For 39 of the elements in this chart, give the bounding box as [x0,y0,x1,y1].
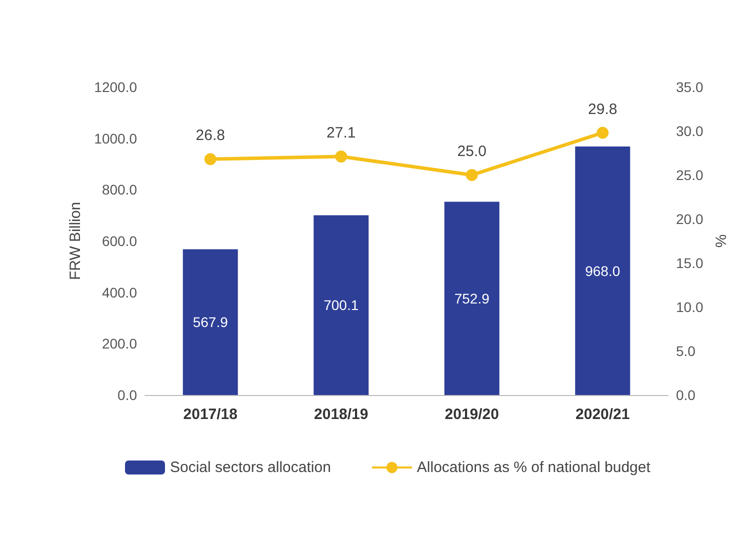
y-tick-label: 1000.0 [94,130,138,146]
data-label: 29.8 [588,100,618,118]
bar [182,249,238,395]
data-label: 700.1 [324,297,359,314]
point [204,153,216,166]
bar [575,146,630,395]
point [596,126,609,139]
bar [444,202,500,395]
y-tick-label: 600.0 [102,233,138,249]
y2-tick-label: 5.0 [676,343,696,359]
y2-tick-label: 10.0 [676,299,704,315]
bar [314,215,369,395]
y2-tick-label: 0.0 [676,387,696,403]
legend-label: Allocations as % of national budget [416,459,652,476]
x-tick-label: 2018/19 [314,406,368,423]
point [466,169,478,181]
y-tick-label: 200.0 [102,336,138,352]
y-tick-label: 1200.0 [94,79,138,95]
y2-tick-label: 30.0 [676,123,704,139]
y-tick-label: 800.0 [102,182,138,198]
y-tick-label: 400.0 [102,284,138,300]
y2-axis-title: % [713,234,730,248]
data-label: 25.0 [457,143,486,160]
legend-label: Social sectors allocation [170,459,331,476]
y2-tick-label: 35.0 [676,79,704,95]
data-label: 752.9 [454,290,490,306]
y2-tick-label: 25.0 [676,167,704,183]
x-tick-label: 2019/20 [444,406,499,423]
data-label: 968.0 [585,262,620,279]
point [335,150,348,163]
data-label: 27.1 [326,124,356,142]
x-tick-label: 2017/18 [183,406,238,423]
y-tick-label: 0.0 [118,387,138,403]
y-axis-title: FRW Billion [67,202,84,280]
data-label: 567.9 [192,314,228,330]
x-tick-label: 2020/21 [576,406,630,423]
y2-tick-label: 20.0 [676,211,704,227]
data-label: 26.8 [196,127,225,144]
y2-tick-label: 15.0 [676,255,704,271]
